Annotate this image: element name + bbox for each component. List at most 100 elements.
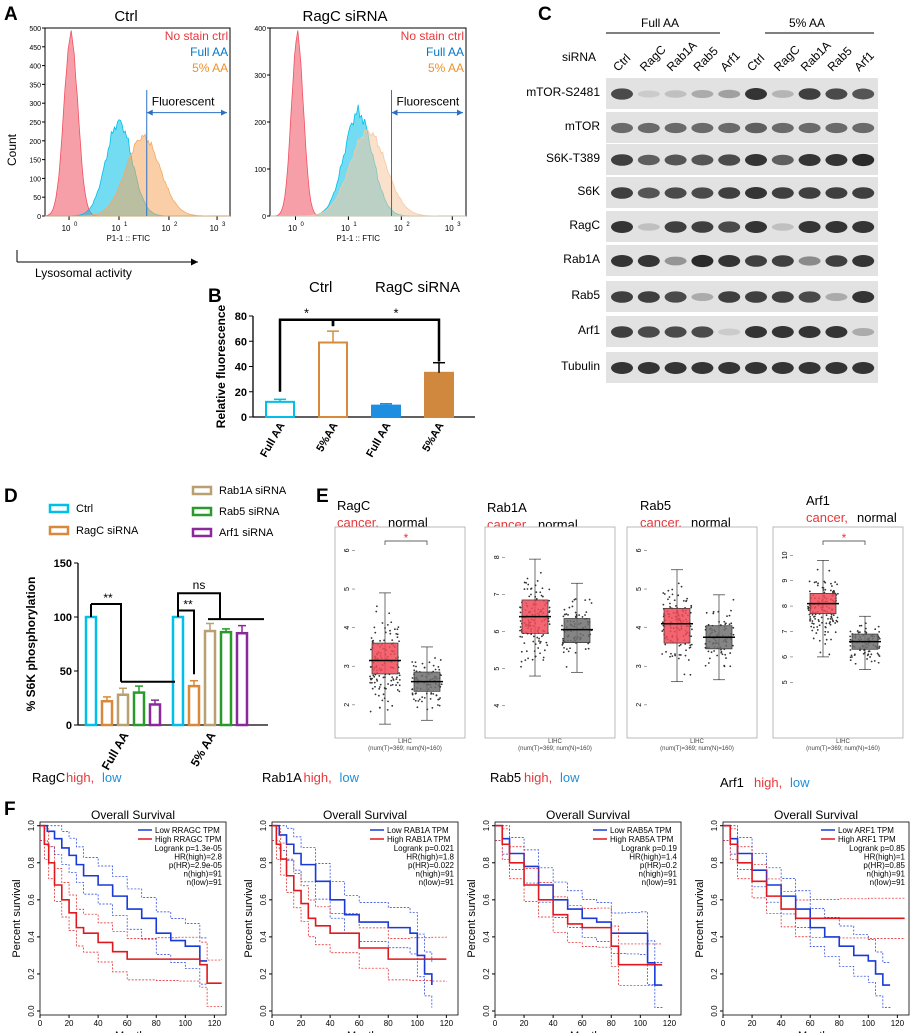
e-point <box>716 654 719 657</box>
e-point <box>439 697 441 699</box>
e-point <box>859 649 861 652</box>
e-point <box>421 662 424 665</box>
e-point <box>395 684 397 686</box>
d-bar <box>100 699 114 727</box>
e-point <box>562 615 565 618</box>
f-xtick-label: 20 <box>65 1019 74 1028</box>
e-point <box>690 606 693 609</box>
histogram-ytick-label: 200 <box>29 139 41 146</box>
e-point <box>532 635 535 638</box>
e-point <box>830 613 833 616</box>
e-point <box>428 661 431 664</box>
e-point <box>829 589 832 592</box>
e-point <box>729 652 732 654</box>
e-point <box>707 623 710 626</box>
western-band <box>637 291 660 303</box>
e-point <box>398 678 401 681</box>
e-point <box>730 609 732 612</box>
e-point <box>830 582 832 585</box>
f-ci-upper <box>40 825 208 939</box>
f-curve-high <box>272 824 447 960</box>
western-band <box>637 223 660 231</box>
f-legend-low: Low RAB5A TPM <box>610 826 672 835</box>
d-legend-label: Arf1 siRNA <box>219 527 274 539</box>
f-stat: n(high)=91 <box>416 870 455 879</box>
b-ylabel: Relative fluorescence <box>214 304 228 428</box>
panel-a-label: A <box>4 4 18 25</box>
e-point <box>850 654 853 657</box>
e-point <box>849 638 852 641</box>
e-point <box>417 700 420 702</box>
e-point <box>532 640 535 643</box>
histogram-ctrl-title: Ctrl <box>114 8 137 25</box>
e-point <box>369 666 372 668</box>
f-legend-low: Low RRAGC TPM <box>155 826 220 835</box>
e-point <box>567 613 569 616</box>
western-band <box>798 291 821 303</box>
e-point <box>836 620 839 623</box>
e-normal-label: normal <box>388 515 428 530</box>
e-point <box>414 661 417 664</box>
f-gene-name: Arf1 <box>720 775 744 790</box>
f-ytick-label: 0.6 <box>259 894 268 906</box>
e-count: (num(T)=369; num(N)=160) <box>806 746 880 752</box>
d-ytick-label: 150 <box>54 558 72 570</box>
western-band <box>611 255 633 267</box>
f-ci-lower <box>723 840 891 1009</box>
western-group-5aa: 5% AA <box>789 16 825 30</box>
f-plot-title: Overall Survival <box>774 808 858 822</box>
western-band <box>798 154 821 166</box>
histogram-legend-full-aa: Full AA <box>190 45 228 59</box>
e-point <box>411 693 414 696</box>
e-point <box>411 688 414 690</box>
b-xtick-label: Full AA <box>364 420 393 459</box>
e-point <box>587 647 590 650</box>
e-point <box>674 654 677 657</box>
e-point <box>524 659 527 662</box>
e-point <box>520 650 523 653</box>
e-point <box>541 595 544 598</box>
e-point <box>689 673 692 676</box>
histogram-5aa-curve <box>270 129 466 217</box>
histogram-ytick-label: 400 <box>254 26 266 33</box>
histogram-ytick-label: 300 <box>29 101 41 108</box>
e-point <box>816 584 819 587</box>
western-lane-label: Ctrl <box>610 51 633 74</box>
western-band <box>611 154 633 166</box>
e-point <box>588 598 591 601</box>
f-high-word: high, <box>524 770 552 785</box>
e-point <box>679 643 682 646</box>
f-curve-low <box>495 824 663 986</box>
e-ytick-label: 9 <box>782 579 789 583</box>
e-point <box>877 653 880 656</box>
e-tumor-box <box>371 642 399 675</box>
e-point <box>562 637 564 640</box>
f-ytick-label: 0.6 <box>482 894 491 906</box>
f-xtick-label: 40 <box>94 1019 103 1028</box>
e-point <box>815 632 818 634</box>
histogram-xtick-exponent: 2 <box>406 222 410 228</box>
e-point <box>537 647 540 649</box>
histogram-xtick-exponent: 1 <box>353 222 357 228</box>
western-band <box>745 221 767 233</box>
e-point <box>669 655 671 658</box>
e-point <box>375 678 378 681</box>
e-point <box>411 661 414 663</box>
e-point <box>563 646 565 649</box>
e-point <box>725 622 727 625</box>
b-bar <box>424 371 454 418</box>
f-frame <box>271 821 459 1016</box>
e-point <box>713 650 716 652</box>
e-ytick-label: 5 <box>494 667 501 671</box>
e-point <box>677 594 680 597</box>
e-point <box>813 615 816 618</box>
e-point <box>858 624 861 627</box>
e-count: (num(T)=369; num(N)=160) <box>660 746 734 752</box>
f-ytick-label: 0.8 <box>27 857 36 869</box>
e-ytick-label: 4 <box>344 626 351 630</box>
e-point <box>539 571 542 574</box>
e-point <box>396 681 399 684</box>
e-point <box>707 662 710 664</box>
e-point <box>686 597 689 600</box>
